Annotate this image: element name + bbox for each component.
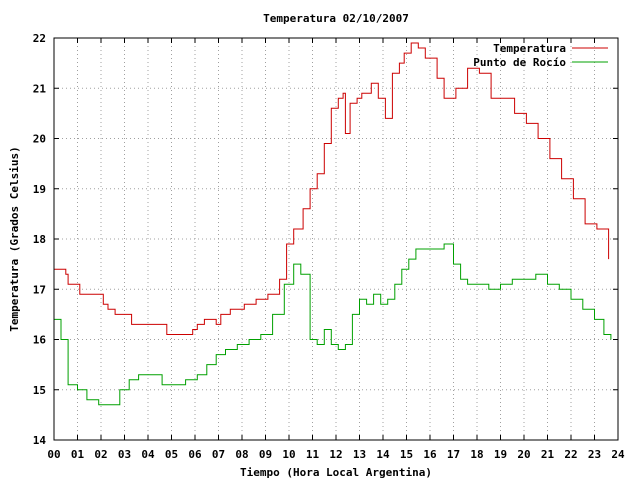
x-tick-label: 09 — [259, 448, 272, 461]
x-tick-label: 13 — [353, 448, 366, 461]
y-tick-label: 16 — [33, 334, 47, 347]
y-tick-label: 15 — [33, 384, 46, 397]
series-line-1 — [54, 42, 610, 335]
x-tick-label: 02 — [94, 448, 107, 461]
x-tick-label: 16 — [423, 448, 437, 461]
x-tick-label: 00 — [47, 448, 60, 461]
series-lines — [54, 42, 612, 406]
y-tick-label: 18 — [33, 233, 46, 246]
y-axis-label: Temperatura (Grados Celsius) — [8, 146, 21, 331]
series-line-2 — [54, 243, 612, 406]
y-tick-label: 22 — [33, 32, 46, 45]
x-tick-label: 23 — [588, 448, 601, 461]
x-tick-label: 17 — [447, 448, 460, 461]
x-axis-label: Tiempo (Hora Local Argentina) — [240, 466, 432, 479]
y-tick-label: 21 — [33, 82, 47, 95]
x-tick-label: 20 — [517, 448, 530, 461]
x-tick-label: 04 — [141, 448, 155, 461]
axis-ticks: 00 01 02 03 04 05 06 07 08 09 10 11 12 13 14 15 16 17 18 19… — [33, 32, 625, 461]
x-tick-label: 19 — [494, 448, 507, 461]
y-tick-label: 19 — [33, 183, 46, 196]
x-tick-label: 06 — [188, 448, 202, 461]
x-tick-label: 24 — [611, 448, 625, 461]
y-tick-label: 17 — [33, 283, 46, 296]
x-tick-label: 14 — [376, 448, 390, 461]
x-tick-label: 08 — [235, 448, 248, 461]
grid — [54, 38, 618, 440]
chart-title: Temperatura 02/10/2007 — [263, 12, 409, 25]
x-tick-label: 01 — [71, 448, 85, 461]
x-tick-label: 22 — [564, 448, 577, 461]
legend-label: Punto de Rocío — [473, 56, 566, 69]
x-tick-label: 21 — [541, 448, 555, 461]
y-tick-label: 14 — [33, 434, 47, 447]
x-tick-label: 18 — [470, 448, 483, 461]
x-tick-label: 15 — [400, 448, 413, 461]
x-tick-label: 11 — [306, 448, 320, 461]
x-tick-label: 05 — [165, 448, 178, 461]
legend-label: Temperatura — [493, 42, 566, 55]
x-tick-label: 03 — [118, 448, 131, 461]
x-tick-label: 12 — [329, 448, 342, 461]
x-tick-label: 10 — [282, 448, 295, 461]
x-tick-label: 07 — [212, 448, 225, 461]
y-tick-label: 20 — [33, 133, 46, 146]
